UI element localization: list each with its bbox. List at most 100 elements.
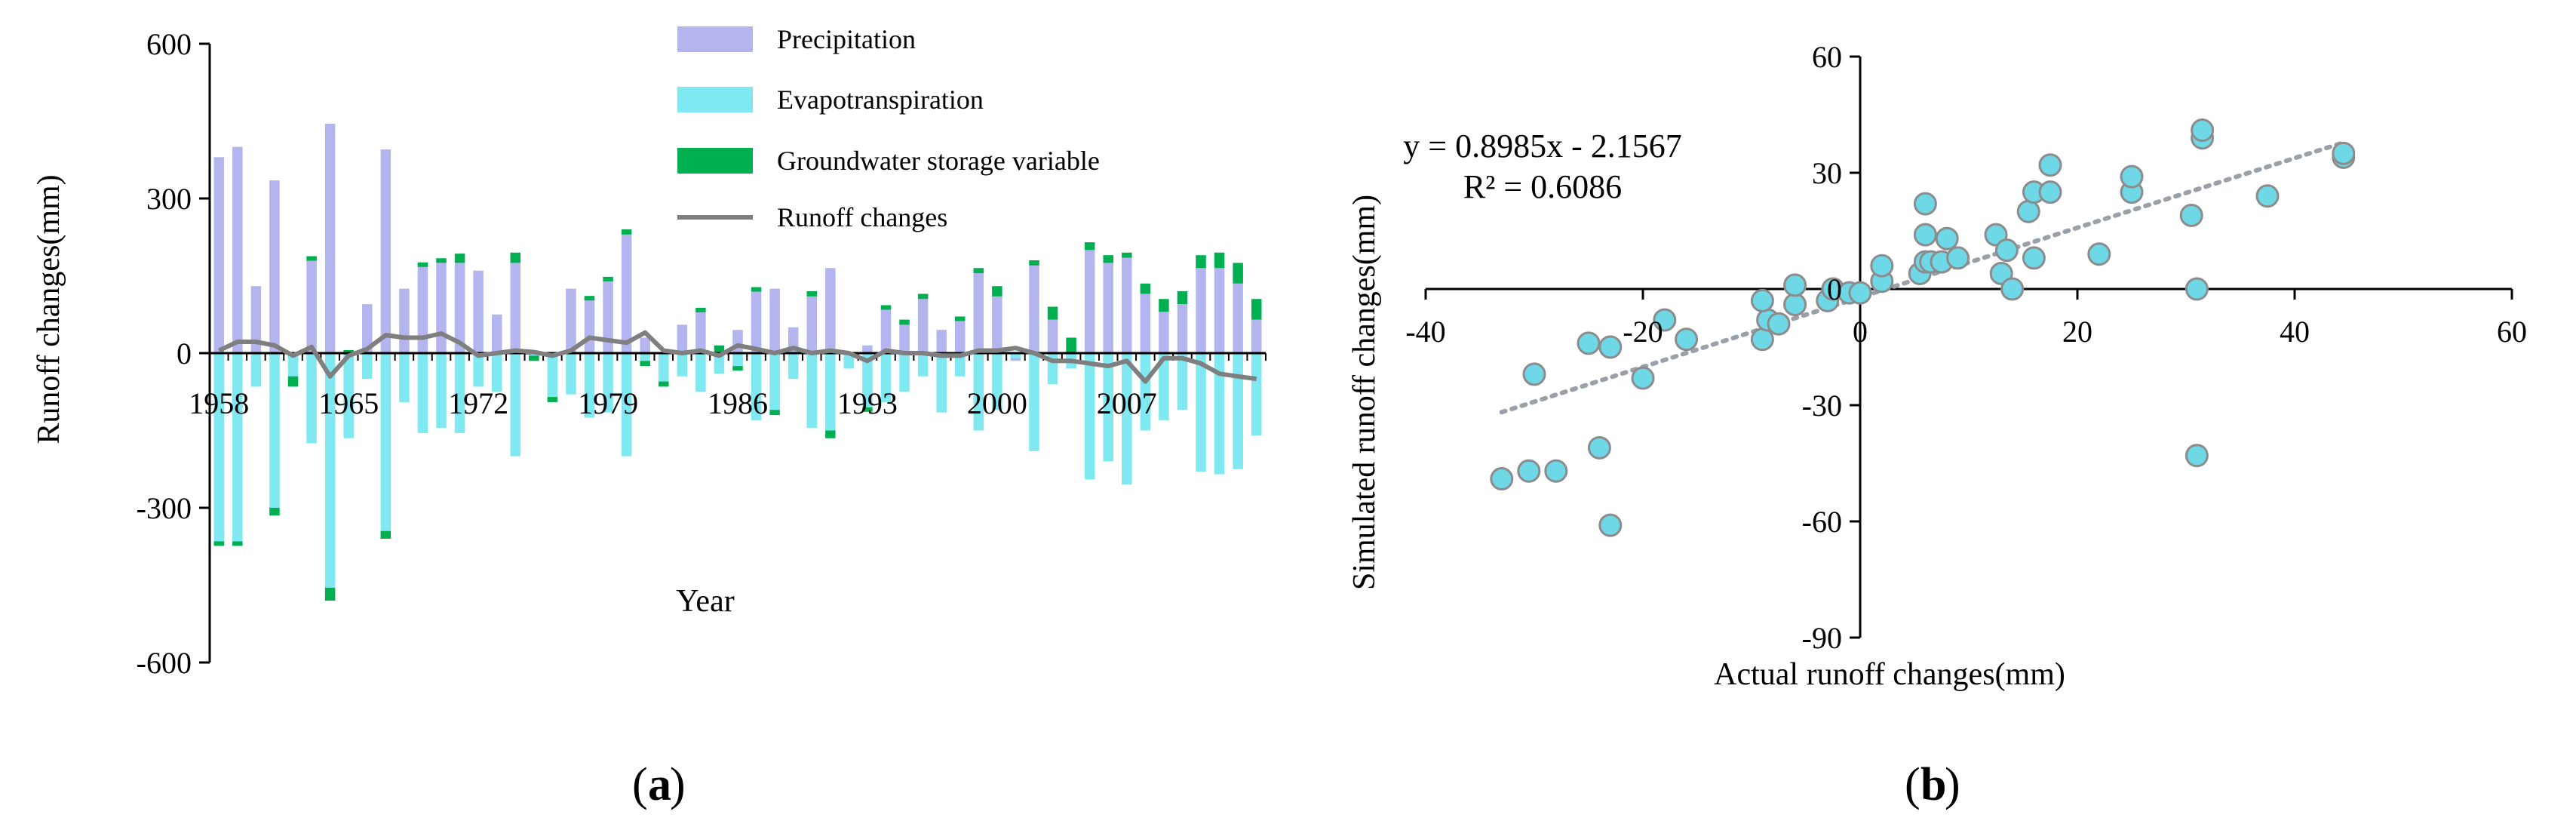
groundwater-bar [324, 587, 336, 601]
precipitation-bar [992, 296, 1002, 353]
groundwater-bar [547, 397, 558, 402]
scatter-point [1544, 459, 1568, 483]
evapotranspiration-bar [343, 353, 354, 438]
precipitation-bar [232, 146, 243, 353]
evapotranspiration-bar [380, 353, 391, 531]
panel-b-ytick-label: 0 [1827, 272, 1842, 306]
precipitation-bar [1251, 319, 1262, 353]
groundwater-bar [1196, 255, 1206, 269]
scatter-point [1870, 254, 1894, 278]
groundwater-bar [529, 355, 539, 361]
groundwater-bar [380, 530, 391, 539]
panel-a-label-open: ( [632, 759, 648, 810]
precipitation-bar [491, 314, 502, 353]
precipitation-bar [973, 273, 984, 353]
scatter-point [2332, 141, 2356, 165]
precipitation-bar [417, 265, 428, 353]
precipitation-bar [510, 263, 521, 353]
groundwater-bar [1084, 242, 1095, 251]
groundwater-bar [417, 262, 428, 267]
evapotranspiration-bar [806, 353, 817, 429]
r-squared: R² = 0.6086 [1463, 168, 1622, 205]
scatter-point [1517, 459, 1541, 483]
groundwater-bar [769, 410, 780, 415]
evapotranspiration-bar [232, 353, 243, 542]
evapotranspiration-bar [1084, 353, 1095, 480]
legend-label-evapotranspiration: Evapotranspiration [777, 85, 984, 115]
precipitation-bar [769, 288, 780, 353]
groundwater-bar [454, 254, 465, 263]
evapotranspiration-bar [324, 353, 336, 588]
groundwater-bar [436, 258, 447, 263]
legend-label-groundwater: Groundwater storage variable [777, 146, 1100, 176]
evapotranspiration-bar [1029, 353, 1039, 451]
evapotranspiration-bar [659, 353, 669, 382]
evapotranspiration-bar [1214, 353, 1225, 475]
groundwater-bar [1177, 291, 1188, 305]
evapotranspiration-bar [436, 353, 447, 429]
groundwater-bar [621, 229, 632, 235]
evapotranspiration-bar [1233, 353, 1243, 469]
precipitation-bar [954, 319, 966, 353]
evapotranspiration-bar [1177, 353, 1188, 410]
scatter-point [2185, 444, 2209, 468]
evapotranspiration-bar [1010, 353, 1021, 358]
evapotranspiration-bar [529, 353, 539, 356]
groundwater-bar [880, 305, 892, 310]
scatter-point [1935, 226, 1959, 251]
scatter-point [2000, 277, 2025, 301]
panel-a-label-letter: a [648, 759, 671, 810]
groundwater-bar [1047, 306, 1058, 320]
panel-b-xtick-label: 60 [2497, 315, 2527, 349]
precipitation-bar [806, 296, 817, 353]
evapotranspiration-bar [1196, 353, 1206, 472]
precipitation-bar [917, 299, 929, 353]
evapotranspiration-bar [954, 353, 966, 377]
scatter-point [2185, 277, 2209, 301]
precipitation-bar [473, 270, 484, 353]
evapotranspiration-bar [992, 353, 1002, 410]
panel-b-label-letter: b [1920, 759, 1946, 810]
panel-b-xtick-label: -20 [1623, 315, 1663, 349]
precipitation-bar [250, 286, 262, 353]
evapotranspiration-bar [1159, 353, 1169, 420]
panel-b-ytick-label: -60 [1802, 505, 1842, 539]
panel-a-axes [199, 42, 1267, 664]
groundwater-bar [751, 287, 762, 292]
groundwater-bar [825, 430, 836, 438]
scatter-point [1783, 293, 1807, 317]
evapotranspiration-bar [788, 353, 799, 380]
evapotranspiration-bar [454, 353, 465, 433]
evapotranspiration-bar [603, 353, 613, 413]
scatter-point [1994, 238, 2019, 263]
groundwater-bar [213, 541, 225, 546]
evapotranspiration-bar [362, 353, 373, 380]
panel-a-chart: 600 300 0 -300 -600 1958 1965 1972 1979 1986 1993 2… [32, 24, 1267, 810]
groundwater-bar [287, 376, 299, 387]
evapotranspiration-bar [1251, 353, 1262, 436]
evapotranspiration-bar [917, 353, 929, 377]
precipitation-bar [751, 291, 762, 353]
precipitation-bar [1084, 250, 1095, 353]
groundwater-bar [510, 252, 521, 263]
evapotranspiration-bar [640, 353, 650, 361]
precipitation-bar [399, 288, 410, 353]
precipitation-bar [936, 330, 947, 353]
panel-a-tick-labels: 600 300 0 -300 -600 1958 1965 1972 1979 1986 1993 2… [137, 27, 1157, 680]
scatter-point [1913, 192, 1937, 216]
groundwater-bar [695, 307, 706, 312]
precipitation-bar [899, 324, 910, 353]
scatter-point [2016, 199, 2040, 223]
scatter-point [2120, 164, 2144, 189]
panel-a-xtick-label: 1993 [837, 386, 898, 420]
evapotranspiration-bar [547, 353, 558, 398]
legend-swatch-groundwater [677, 148, 753, 174]
groundwater-bar [714, 345, 725, 353]
precipitation-bar [1159, 312, 1169, 353]
scatter-point [1490, 467, 1514, 491]
evapotranspiration-bar [1103, 353, 1113, 462]
groundwater-bar [1066, 337, 1076, 353]
precipitation-bar [269, 180, 280, 353]
groundwater-bar [862, 407, 873, 412]
